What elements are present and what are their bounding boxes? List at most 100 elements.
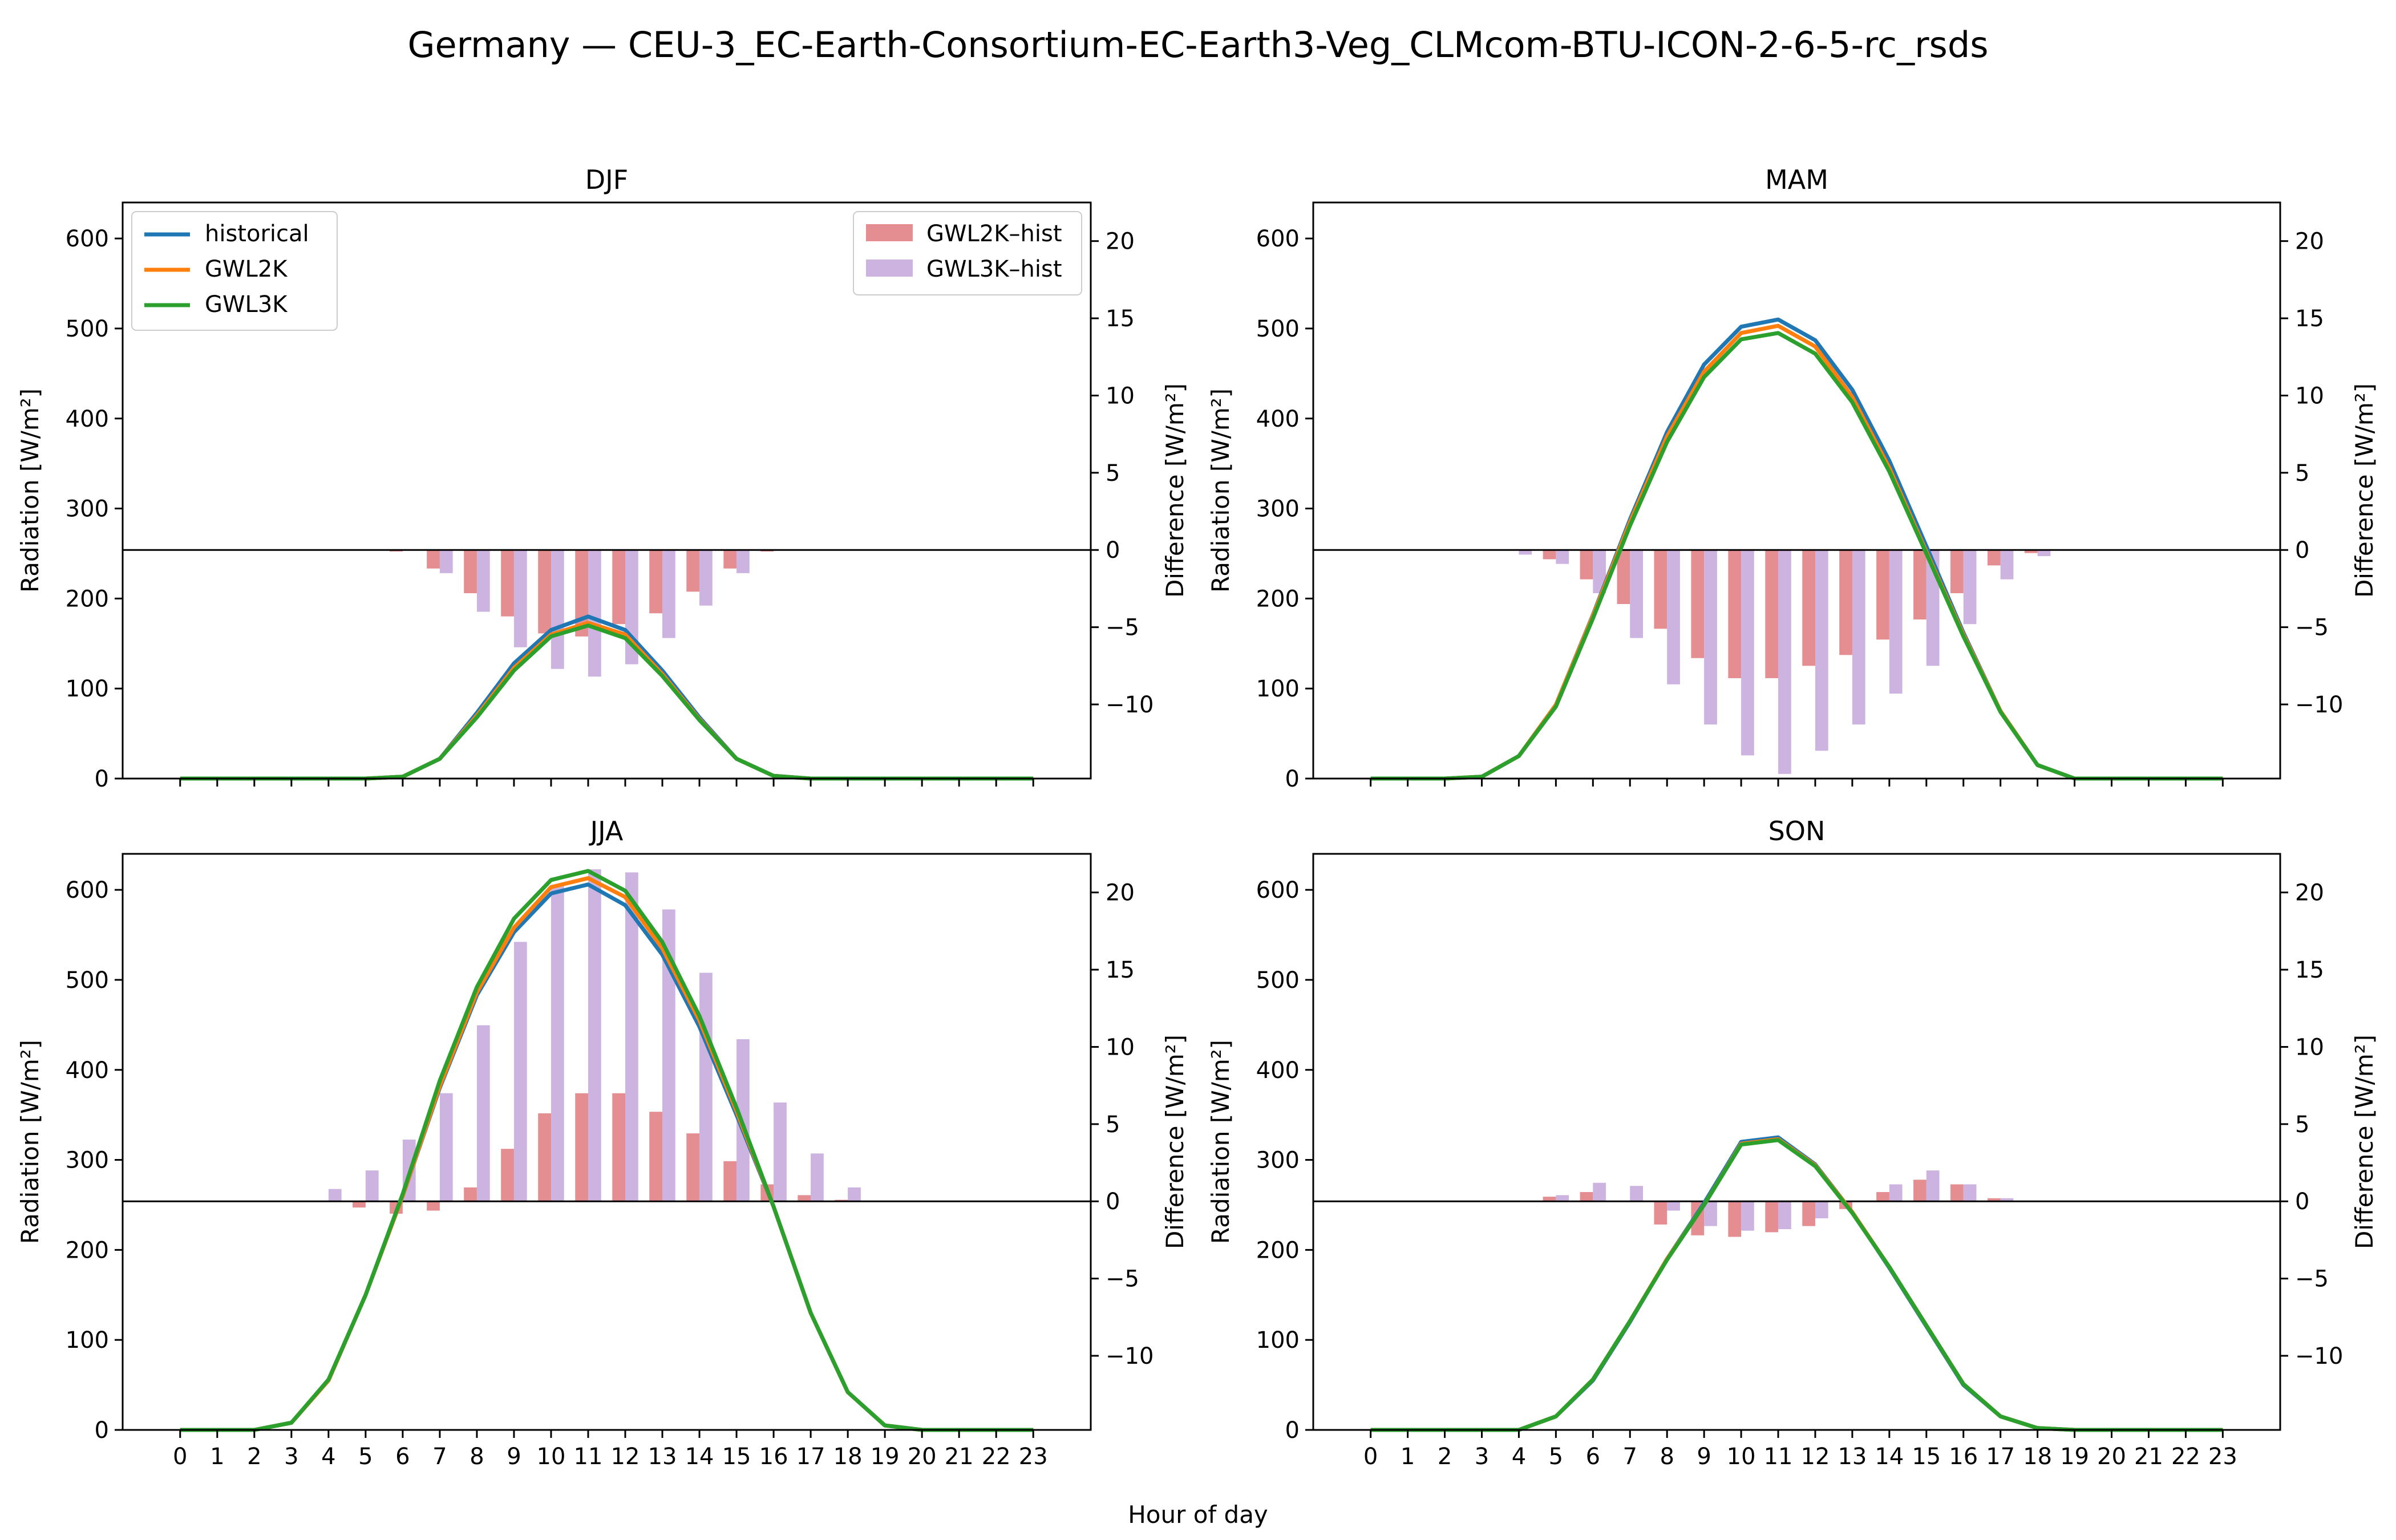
x-tick-label: 14 (685, 1444, 714, 1470)
x-tick-label: 5 (1549, 1444, 1563, 1470)
bar-gwl2k-hist-h10 (538, 1113, 551, 1202)
y-tick-label: 600 (1256, 877, 1300, 903)
x-tick-label: 3 (284, 1444, 298, 1470)
bar-gwl2k-hist-h11 (1765, 550, 1779, 678)
y2-tick-label: −5 (1106, 1266, 1139, 1292)
y2-axis-label: Difference [W/m²] (1161, 1035, 1189, 1249)
y2-tick-label: 15 (2295, 957, 2324, 983)
bar-gwl2k-hist-h12 (1802, 1201, 1815, 1226)
x-tick-label: 8 (470, 1444, 484, 1470)
bar-gwl2k-hist-h17 (1987, 1198, 2001, 1202)
bar-gwl2k-hist-h16 (1950, 550, 1964, 594)
bar-gwl2k-hist-h14 (686, 1133, 700, 1202)
bar-gwl3k-hist-h6 (1593, 1182, 1606, 1202)
bar-gwl3k-hist-h10 (551, 550, 564, 669)
bar-gwl2k-hist-h8 (1654, 1201, 1668, 1225)
bar-gwl2k-hist-h10 (538, 550, 551, 634)
bar-gwl2k-hist-h5 (1543, 1197, 1556, 1202)
bar-gwl2k-hist-h15 (1913, 1180, 1926, 1202)
bar-gwl3k-hist-h10 (1741, 1201, 1754, 1231)
line-gwl2k (1370, 323, 2223, 781)
y2-tick-label: 15 (1106, 957, 1135, 983)
radiation-lines (180, 869, 1034, 1432)
x-tick-label: 6 (395, 1444, 410, 1470)
x-tick-label: 10 (1727, 1444, 1756, 1470)
bar-gwl3k-hist-h15 (736, 550, 750, 573)
bar-gwl2k-hist-h16 (1950, 1184, 1964, 1202)
bar-gwl2k-hist-h11 (1765, 1201, 1779, 1233)
y-axis-label: Radiation [W/m²] (16, 388, 44, 593)
x-tick-label: 3 (1475, 1444, 1489, 1470)
bar-gwl2k-hist-h5 (1543, 550, 1556, 560)
bar-gwl3k-hist-h8 (476, 1025, 490, 1202)
bar-gwl3k-hist-h13 (662, 909, 675, 1202)
plot-frame (1312, 853, 2281, 1431)
bar-gwl3k-hist-h18 (2037, 550, 2051, 557)
radiation-lines (180, 614, 1034, 781)
line-gwl2k (180, 876, 1034, 1432)
panel-mam: MAM 0 100 200 300 400 500 600 −10 −5 0 5 10 15 20 Radia… (1207, 164, 2378, 792)
figure-title: Germany — CEU-3_EC-Earth-Consortium-EC-E… (407, 24, 1988, 66)
legend-label: GWL3K (205, 291, 288, 318)
y-tick-label: 400 (66, 1057, 109, 1084)
bar-gwl2k-hist-h8 (464, 550, 477, 594)
legend-bars: GWL2K–hist GWL3K–hist (853, 211, 1082, 295)
x-tick-label: 4 (321, 1444, 335, 1470)
bar-gwl2k-hist-h13 (649, 1112, 663, 1202)
bar-gwl3k-hist-h15 (1926, 1170, 1940, 1202)
bar-gwl3k-hist-h14 (699, 550, 713, 606)
y-tick-label: 100 (1256, 1327, 1300, 1353)
y2-tick-label: −10 (1106, 692, 1154, 718)
bar-gwl3k-hist-h11 (1778, 1201, 1791, 1229)
x-tick-label: 14 (1875, 1444, 1904, 1470)
panel-title: MAM (1765, 164, 1828, 195)
bar-gwl3k-hist-h8 (476, 550, 490, 612)
y2-tick-label: 10 (2295, 383, 2324, 409)
x-tick-label: 19 (2060, 1444, 2089, 1470)
y-tick-label: 100 (66, 1327, 109, 1353)
bar-gwl3k-hist-h8 (1667, 550, 1680, 684)
y2-tick-label: −5 (1106, 615, 1139, 641)
y-tick-label: 300 (66, 1148, 109, 1174)
bar-gwl3k-hist-h6 (1593, 550, 1606, 594)
panel-title: SON (1768, 816, 1826, 846)
difference-bars (328, 869, 861, 1214)
bar-gwl3k-hist-h5 (1556, 550, 1569, 564)
x-tick-label: 0 (1363, 1444, 1378, 1470)
x-tick-label: 11 (574, 1444, 603, 1470)
x-tick-label: 5 (358, 1444, 373, 1470)
x-tick-label: 18 (2023, 1444, 2052, 1470)
bar-gwl3k-hist-h5 (365, 1170, 379, 1202)
x-tick-label: 1 (1401, 1444, 1415, 1470)
legend-swatch (866, 224, 913, 241)
bar-gwl2k-hist-h17 (798, 1195, 811, 1202)
bar-gwl2k-hist-h7 (1617, 550, 1630, 605)
bar-gwl2k-hist-h12 (1802, 550, 1815, 666)
bar-gwl3k-hist-h4 (328, 1189, 342, 1202)
panel-title: JJA (589, 816, 624, 846)
y-tick-label: 400 (1256, 406, 1300, 432)
bar-gwl3k-hist-h5 (1556, 1195, 1569, 1202)
x-tick-label: 13 (1838, 1444, 1867, 1470)
difference-bars (1543, 1170, 2014, 1237)
x-tick-label: 21 (945, 1444, 974, 1470)
bar-gwl2k-hist-h15 (1913, 550, 1926, 620)
x-tick-label: 17 (1986, 1444, 2015, 1470)
y2-tick-label: 0 (2295, 537, 2309, 564)
y-tick-label: 300 (1256, 1148, 1300, 1174)
legend-swatch (866, 260, 913, 277)
bar-gwl3k-hist-h16 (1963, 1184, 1977, 1202)
bar-gwl3k-hist-h8 (1667, 1201, 1680, 1211)
y-tick-label: 0 (1285, 1417, 1300, 1444)
y-tick-label: 200 (1256, 586, 1300, 612)
bar-gwl2k-hist-h7 (427, 550, 440, 569)
bar-gwl2k-hist-h7 (427, 1201, 440, 1211)
bar-gwl2k-hist-h13 (1839, 550, 1852, 655)
y2-tick-label: 20 (1106, 229, 1135, 255)
y2-axis-label: Difference [W/m²] (1161, 383, 1189, 598)
y-tick-label: 500 (66, 967, 109, 994)
panel-title: DJF (585, 164, 628, 195)
y-tick-label: 100 (66, 676, 109, 702)
y-tick-label: 300 (1256, 496, 1300, 522)
